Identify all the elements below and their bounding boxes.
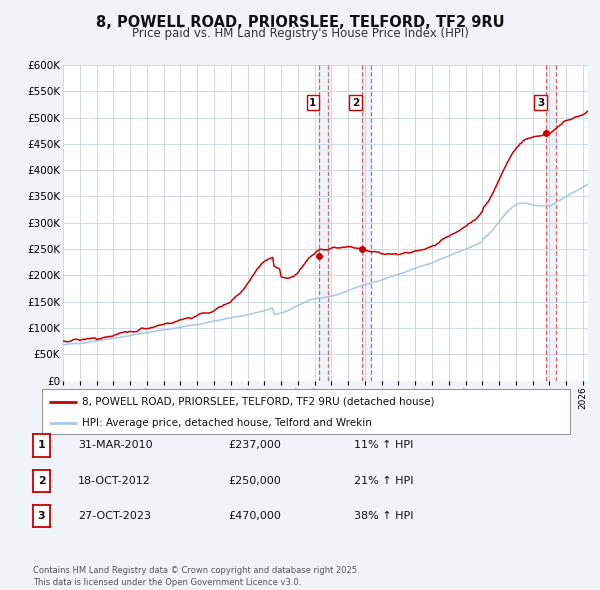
Text: 27-OCT-2023: 27-OCT-2023 xyxy=(78,512,151,521)
Text: HPI: Average price, detached house, Telford and Wrekin: HPI: Average price, detached house, Telf… xyxy=(82,418,371,428)
Text: 2: 2 xyxy=(38,476,46,486)
Text: Contains HM Land Registry data © Crown copyright and database right 2025.
This d: Contains HM Land Registry data © Crown c… xyxy=(33,566,359,587)
Text: 11% ↑ HPI: 11% ↑ HPI xyxy=(354,441,413,450)
Text: 2: 2 xyxy=(352,98,359,108)
Text: 3: 3 xyxy=(38,512,46,521)
Text: £250,000: £250,000 xyxy=(228,476,281,486)
Text: 3: 3 xyxy=(537,98,544,108)
Text: 8, POWELL ROAD, PRIORSLEE, TELFORD, TF2 9RU: 8, POWELL ROAD, PRIORSLEE, TELFORD, TF2 … xyxy=(95,15,505,30)
Text: 1: 1 xyxy=(309,98,316,108)
Text: 1: 1 xyxy=(38,441,46,450)
Text: £237,000: £237,000 xyxy=(228,441,281,450)
Text: Price paid vs. HM Land Registry's House Price Index (HPI): Price paid vs. HM Land Registry's House … xyxy=(131,27,469,40)
Bar xyxy=(362,65,371,381)
Text: 31-MAR-2010: 31-MAR-2010 xyxy=(78,441,152,450)
Bar xyxy=(547,65,556,381)
Bar xyxy=(319,65,328,381)
Text: 8, POWELL ROAD, PRIORSLEE, TELFORD, TF2 9RU (detached house): 8, POWELL ROAD, PRIORSLEE, TELFORD, TF2 … xyxy=(82,397,434,407)
Text: 21% ↑ HPI: 21% ↑ HPI xyxy=(354,476,413,486)
Text: £470,000: £470,000 xyxy=(228,512,281,521)
Text: 38% ↑ HPI: 38% ↑ HPI xyxy=(354,512,413,521)
Text: 18-OCT-2012: 18-OCT-2012 xyxy=(78,476,151,486)
